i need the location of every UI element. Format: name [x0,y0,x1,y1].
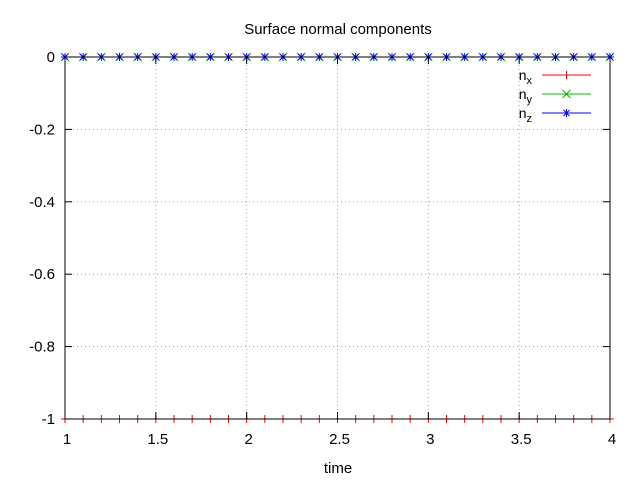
legend-label: nz [519,105,532,125]
chart-title: Surface normal components [244,21,432,38]
y-tick-label: -0.8 [29,339,55,356]
grid [65,57,610,419]
legend-entry-ny: ny [519,86,591,106]
y-tick-label: -0.4 [29,194,55,211]
legend-subscript: z [527,113,533,125]
legend-subscript: y [527,94,533,106]
x-tick-label: 2.5 [329,431,350,448]
legend-label: nx [519,67,533,87]
legend-marker [562,89,571,99]
x-tick-label: 2 [244,431,252,448]
x-tick-label: 4 [608,431,616,448]
x-tick-label: 1 [63,431,71,448]
legend-subscript: x [527,75,533,87]
x-tick-label: 1.5 [147,431,168,448]
legend-marker [562,71,571,79]
legend-marker [562,109,571,117]
legend-label: ny [519,86,533,106]
x-axis-label: time [324,460,352,477]
y-tick-label: -0.2 [29,121,55,138]
x-tick-label: 3.5 [511,431,532,448]
y-tick-label: -1 [42,411,55,428]
legend-entry-nz: nz [519,105,591,125]
y-tick-label: -0.6 [29,266,55,283]
tick-layer: 1 1.5 2 2.5 3 3.5 4 0 -0.2 -0.4 -0.6 -0.8 -1 [29,49,616,448]
x-tick-label: 3 [426,431,434,448]
legend-entry-nx: nx [519,67,591,87]
y-tick-label: 0 [47,49,55,66]
